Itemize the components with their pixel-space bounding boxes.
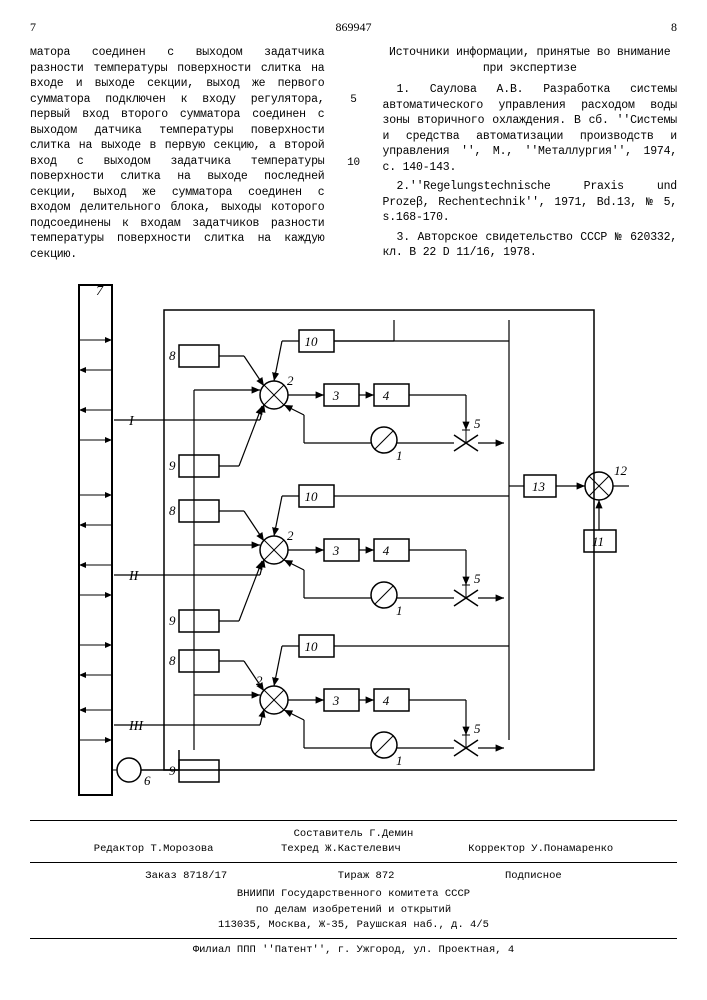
ref-3: 3. Авторское свидетельство СССР № 620332… xyxy=(383,230,678,261)
svg-text:10: 10 xyxy=(304,489,318,504)
svg-text:1: 1 xyxy=(396,603,403,618)
svg-text:10: 10 xyxy=(304,334,318,349)
svg-text:13: 13 xyxy=(532,479,546,494)
svg-text:9: 9 xyxy=(169,613,176,628)
section-2: 8 9 10 2 3 4 1 xyxy=(114,485,504,632)
svg-text:1: 1 xyxy=(396,448,403,463)
svg-text:4: 4 xyxy=(382,388,389,403)
svg-text:3: 3 xyxy=(331,693,339,708)
svg-text:5: 5 xyxy=(474,416,481,431)
refs-title: Источники информации, принятые во вниман… xyxy=(383,45,678,76)
ref-1: 1. Саулова А.В. Разработка системы автом… xyxy=(383,82,678,175)
org1: ВНИИПИ Государственного комитета СССР xyxy=(30,887,677,903)
diagram: 7 I II III 6 xyxy=(74,280,634,805)
line-numbers: 5 10 xyxy=(345,45,363,265)
right-column: Источники информации, принятые во вниман… xyxy=(383,45,678,265)
svg-text:II: II xyxy=(128,569,140,584)
print-run: Тираж 872 xyxy=(338,869,395,885)
header: 7 869947 8 xyxy=(30,20,677,35)
svg-text:10: 10 xyxy=(304,639,318,654)
ref-2: 2.''Regelungstechnische Praxis und Proze… xyxy=(383,179,678,226)
tech: Техред Ж.Кастелевич xyxy=(281,842,401,858)
signed: Подписное xyxy=(505,869,562,885)
svg-text:8: 8 xyxy=(169,653,176,668)
order: Заказ 8718/17 xyxy=(145,869,227,885)
svg-text:8: 8 xyxy=(169,503,176,518)
svg-text:6: 6 xyxy=(144,773,151,788)
svg-text:7: 7 xyxy=(96,284,104,299)
line-5: 5 xyxy=(345,93,363,108)
svg-text:2: 2 xyxy=(287,373,294,388)
svg-text:9: 9 xyxy=(169,763,176,778)
svg-text:12: 12 xyxy=(614,463,628,478)
branch: Филиал ППП ''Патент'', г. Ужгород, ул. П… xyxy=(30,943,677,959)
section-3: 8 9 10 2 3 4 1 xyxy=(114,635,504,782)
svg-text:III: III xyxy=(128,719,144,734)
svg-text:5: 5 xyxy=(474,721,481,736)
svg-text:3: 3 xyxy=(331,543,339,558)
svg-text:4: 4 xyxy=(382,543,389,558)
section-1: 8 9 10 2 3 4 1 xyxy=(114,320,504,477)
text-columns: матора соединен с выходом задатчика разн… xyxy=(30,45,677,265)
svg-text:2: 2 xyxy=(287,528,294,543)
svg-text:9: 9 xyxy=(169,458,176,473)
doc-number: 869947 xyxy=(36,20,671,35)
compiler: Составитель Г.Демин xyxy=(30,827,677,843)
svg-text:I: I xyxy=(128,414,135,429)
left-text: матора соединен с выходом задатчика разн… xyxy=(30,46,325,261)
corrector: Корректор У.Понамаренко xyxy=(468,842,613,858)
page-num-right: 8 xyxy=(671,20,677,35)
svg-text:5: 5 xyxy=(474,571,481,586)
addr1: 113035, Москва, Ж-35, Раушская наб., д. … xyxy=(30,918,677,934)
svg-text:3: 3 xyxy=(331,388,339,403)
svg-text:1: 1 xyxy=(396,753,403,768)
left-column: матора соединен с выходом задатчика разн… xyxy=(30,45,325,265)
footer: Составитель Г.Демин Редактор Т.Морозова … xyxy=(30,820,677,959)
svg-text:11: 11 xyxy=(592,534,604,549)
svg-text:4: 4 xyxy=(382,693,389,708)
svg-text:8: 8 xyxy=(169,348,176,363)
schematic-svg: 7 I II III 6 xyxy=(74,280,634,800)
page: 7 869947 8 матора соединен с выходом зад… xyxy=(0,0,707,974)
line-10: 10 xyxy=(345,156,363,171)
org2: по делам изобретений и открытий xyxy=(30,903,677,919)
editor: Редактор Т.Морозова xyxy=(94,842,214,858)
